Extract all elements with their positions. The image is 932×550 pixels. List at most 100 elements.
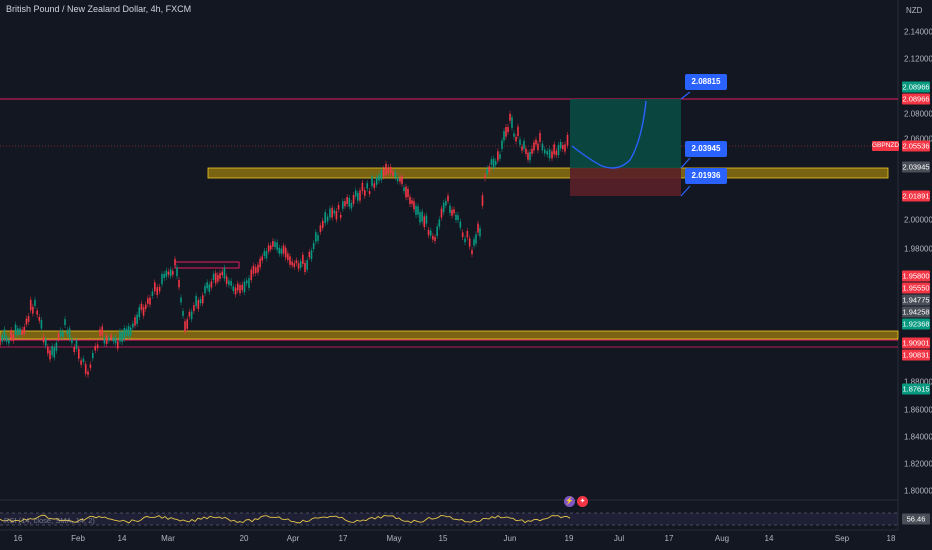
candle-body	[535, 139, 537, 145]
price-badge-current: 2.05536	[902, 140, 930, 152]
candle-body	[59, 330, 62, 337]
price-badge: 1.94258	[902, 306, 930, 318]
demand-zone-lower[interactable]	[0, 330, 899, 340]
candle-body	[475, 234, 477, 244]
candle-body	[234, 287, 237, 295]
y-tick: 2.12000	[904, 54, 932, 64]
stop-price-callout[interactable]: 2.01936	[685, 168, 727, 184]
candle-body	[210, 281, 213, 288]
candle-body	[527, 152, 529, 160]
candle-body	[212, 273, 215, 280]
candle-body	[236, 283, 239, 291]
candle-body	[138, 307, 141, 318]
candle-body	[488, 166, 491, 172]
candle-body	[176, 267, 178, 277]
candle-body	[44, 339, 47, 346]
candle-body	[350, 203, 353, 209]
candle-body	[263, 251, 266, 257]
candle-body	[317, 235, 319, 241]
candle-body	[80, 360, 82, 365]
candle-body	[21, 329, 23, 336]
candle-body	[304, 262, 306, 273]
candle-body	[425, 215, 428, 224]
candle-body	[409, 196, 411, 205]
candle-body	[163, 273, 165, 279]
candle-body	[471, 249, 473, 255]
candle-body	[278, 247, 281, 254]
candle-body	[195, 295, 197, 307]
candle-body	[319, 225, 322, 232]
candle-body	[306, 260, 308, 270]
supply-zone-upper[interactable]	[207, 167, 889, 179]
candle-body	[32, 306, 34, 314]
candle-body	[1, 335, 4, 342]
candle-body	[204, 285, 206, 294]
candle-body	[403, 187, 405, 192]
candle-body	[182, 311, 184, 316]
candle-body	[382, 168, 385, 177]
candle-body	[293, 263, 296, 267]
candle-body	[477, 223, 479, 233]
candle-body	[373, 183, 376, 188]
candle-body	[51, 345, 53, 356]
candle-body	[308, 251, 311, 258]
candle-body	[555, 150, 558, 156]
candle-body	[354, 190, 357, 197]
stop-callout-pointer	[680, 185, 691, 197]
candle-body	[149, 297, 151, 305]
candle-body	[551, 151, 553, 159]
candle-body	[184, 321, 186, 332]
projection-curve[interactable]	[571, 100, 647, 169]
candle-body	[127, 326, 130, 337]
target-price-callout[interactable]: 2.08815	[685, 74, 727, 90]
price-badge: 2.01891	[902, 190, 930, 202]
entry-price-callout[interactable]: 2.03945	[685, 141, 727, 157]
candle-body	[161, 274, 163, 285]
candle-body	[392, 171, 394, 176]
candle-body	[123, 328, 126, 339]
candle-body	[503, 131, 505, 141]
candle-body	[254, 267, 257, 274]
candle-body	[49, 350, 51, 360]
x-tick: 19	[564, 534, 574, 543]
lightning-icon[interactable]: ⚡	[564, 496, 575, 507]
candle-body	[464, 238, 466, 243]
candle-body	[134, 317, 136, 326]
candle-body	[250, 269, 253, 280]
candle-body	[282, 245, 285, 254]
rsi-indicator-label[interactable]: RSI (14, close, SMA, 14, 2)	[4, 516, 95, 525]
x-tick: 17	[664, 534, 674, 543]
chart-title: British Pound / New Zealand Dollar, 4h, …	[6, 4, 192, 14]
candle-body	[78, 348, 80, 359]
candle-body	[221, 271, 224, 275]
x-tick: Jun	[503, 534, 517, 543]
x-tick: 20	[239, 534, 249, 543]
price-badge: 1.90831	[902, 349, 930, 361]
candle-body	[289, 256, 291, 265]
y-tick: 1.84000	[904, 432, 932, 442]
candle-body	[274, 241, 276, 248]
candle-body	[421, 211, 423, 222]
candle-body	[40, 320, 43, 329]
candle-body	[335, 211, 338, 220]
candle-body	[415, 206, 417, 215]
candle-body	[57, 333, 60, 339]
candle-body	[73, 346, 75, 352]
candle-body	[479, 228, 481, 237]
range-box[interactable]	[174, 261, 240, 269]
price-badge: 1.95800	[902, 270, 930, 282]
candle-body	[346, 196, 348, 204]
profit-zone[interactable]	[570, 99, 681, 168]
candle-body	[399, 178, 401, 182]
loss-zone[interactable]	[570, 168, 681, 196]
event-icon[interactable]: ✦	[577, 496, 588, 507]
candle-body	[523, 140, 525, 149]
candle-body	[243, 281, 246, 293]
candle-body	[445, 200, 447, 206]
candle-body	[429, 230, 432, 236]
x-tick: May	[386, 534, 402, 543]
candle-body	[68, 328, 71, 339]
candle-body	[348, 197, 351, 207]
